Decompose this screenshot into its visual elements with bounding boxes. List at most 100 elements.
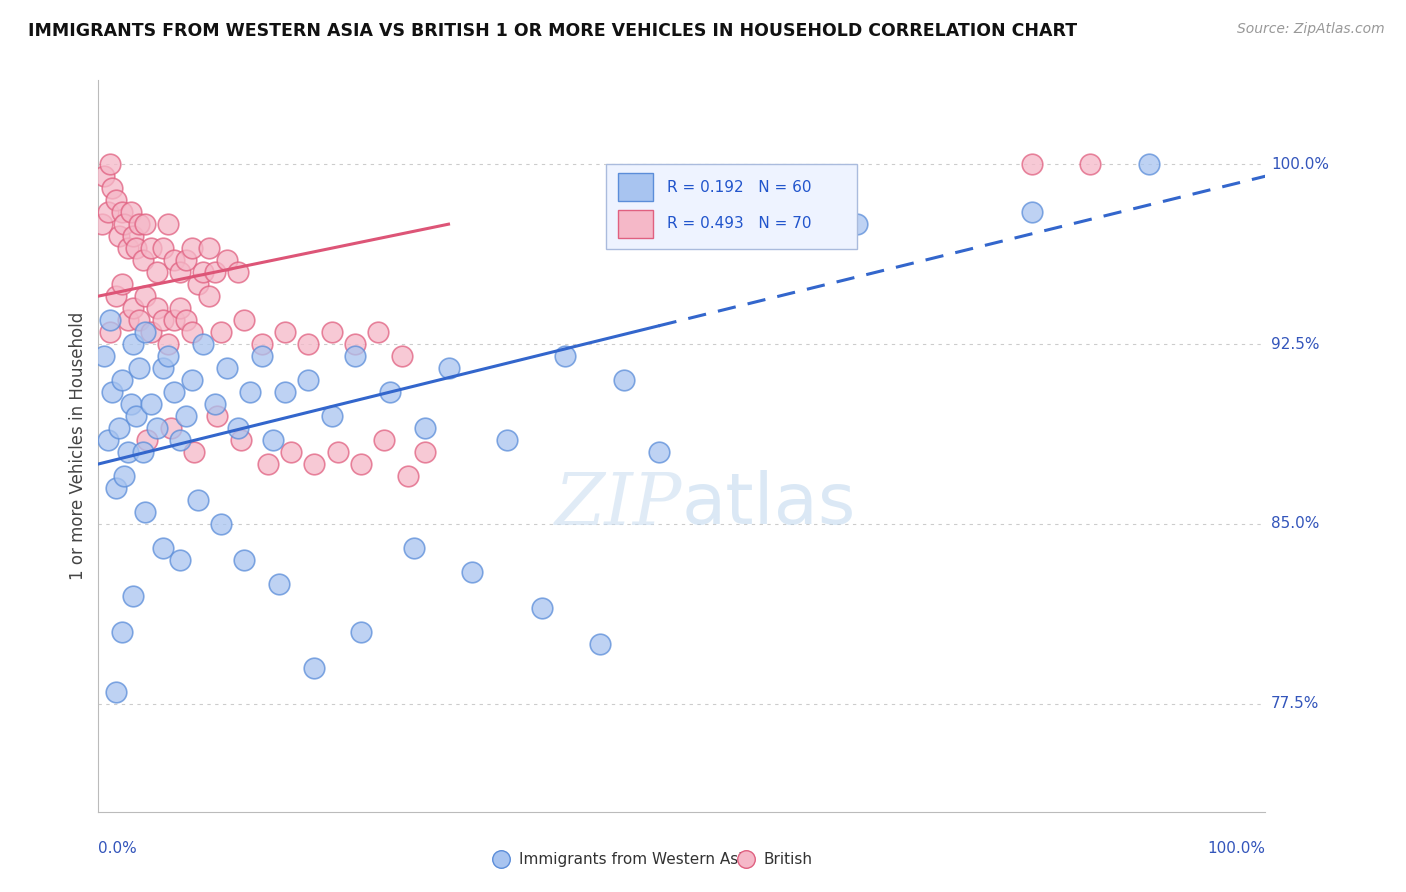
Point [215,361,238,376]
Point [122,301,145,315]
Point [304,661,326,675]
Point [98,325,121,339]
Point [297,337,319,351]
Point [111,205,134,219]
Point [134,217,156,231]
Text: Source: ZipAtlas.com: Source: ZipAtlas.com [1237,22,1385,37]
Point [125,409,148,423]
Point [152,313,174,327]
Point [108,229,131,244]
Point [111,277,134,292]
Point [495,433,517,447]
Text: R = 0.192   N = 60: R = 0.192 N = 60 [666,179,811,194]
Point [104,289,127,303]
Point [1021,205,1043,219]
Point [250,337,273,351]
Point [437,361,460,376]
Point [93,169,115,184]
Text: 85.0%: 85.0% [1271,516,1320,532]
Point [344,349,367,363]
Point [174,313,197,327]
Point [169,301,191,315]
Text: British: British [763,852,813,867]
Point [274,385,297,400]
Point [159,421,181,435]
Point [108,421,131,435]
Point [228,421,250,435]
Text: 100.0%: 100.0% [1271,157,1329,172]
Point [98,157,121,171]
Text: 0.0%: 0.0% [98,841,138,856]
Point [146,301,169,315]
Point [169,553,191,567]
Point [117,313,139,327]
Point [274,325,297,339]
Point [326,445,349,459]
Text: 92.5%: 92.5% [1271,336,1320,351]
Point [1137,157,1160,171]
Point [163,313,186,327]
Point [146,421,169,435]
Point [111,624,134,639]
Point [117,445,139,459]
Point [180,373,202,387]
Point [180,325,202,339]
Point [233,553,256,567]
Point [350,457,373,471]
Point [530,600,553,615]
Point [280,445,302,459]
Point [128,361,150,376]
Point [163,385,186,400]
Point [413,421,436,435]
Point [101,385,124,400]
Point [402,541,425,555]
Point [122,337,145,351]
Point [239,385,262,400]
Point [461,565,484,579]
Point [128,313,150,327]
Point [373,433,395,447]
Point [367,325,389,339]
Point [215,253,238,268]
Text: Immigrants from Western Asia: Immigrants from Western Asia [519,852,751,867]
Point [321,409,343,423]
FancyBboxPatch shape [617,210,652,237]
Point [136,433,159,447]
Point [152,361,174,376]
Point [112,217,135,231]
Point [193,265,215,279]
Point [174,409,197,423]
Point [321,325,343,339]
Point [344,337,367,351]
Text: 100.0%: 100.0% [1208,841,1265,856]
Point [120,397,142,411]
Point [198,241,221,255]
FancyBboxPatch shape [617,173,652,201]
Point [209,516,232,531]
Point [204,397,226,411]
Text: R = 0.493   N = 70: R = 0.493 N = 70 [666,216,811,231]
Point [139,397,162,411]
Point [647,445,669,459]
Point [350,624,373,639]
Point [169,265,191,279]
Point [413,445,436,459]
Point [163,253,186,268]
Point [187,492,209,507]
Point [250,349,273,363]
Point [180,241,202,255]
Point [93,349,115,363]
Point [90,217,112,231]
Point [229,433,252,447]
Point [157,217,180,231]
Point [112,469,135,483]
Point [1080,157,1102,171]
Point [297,373,319,387]
Point [187,277,209,292]
Point [134,325,156,339]
Point [157,349,180,363]
Point [589,637,612,651]
Point [204,265,226,279]
Point [120,205,142,219]
Point [117,241,139,255]
